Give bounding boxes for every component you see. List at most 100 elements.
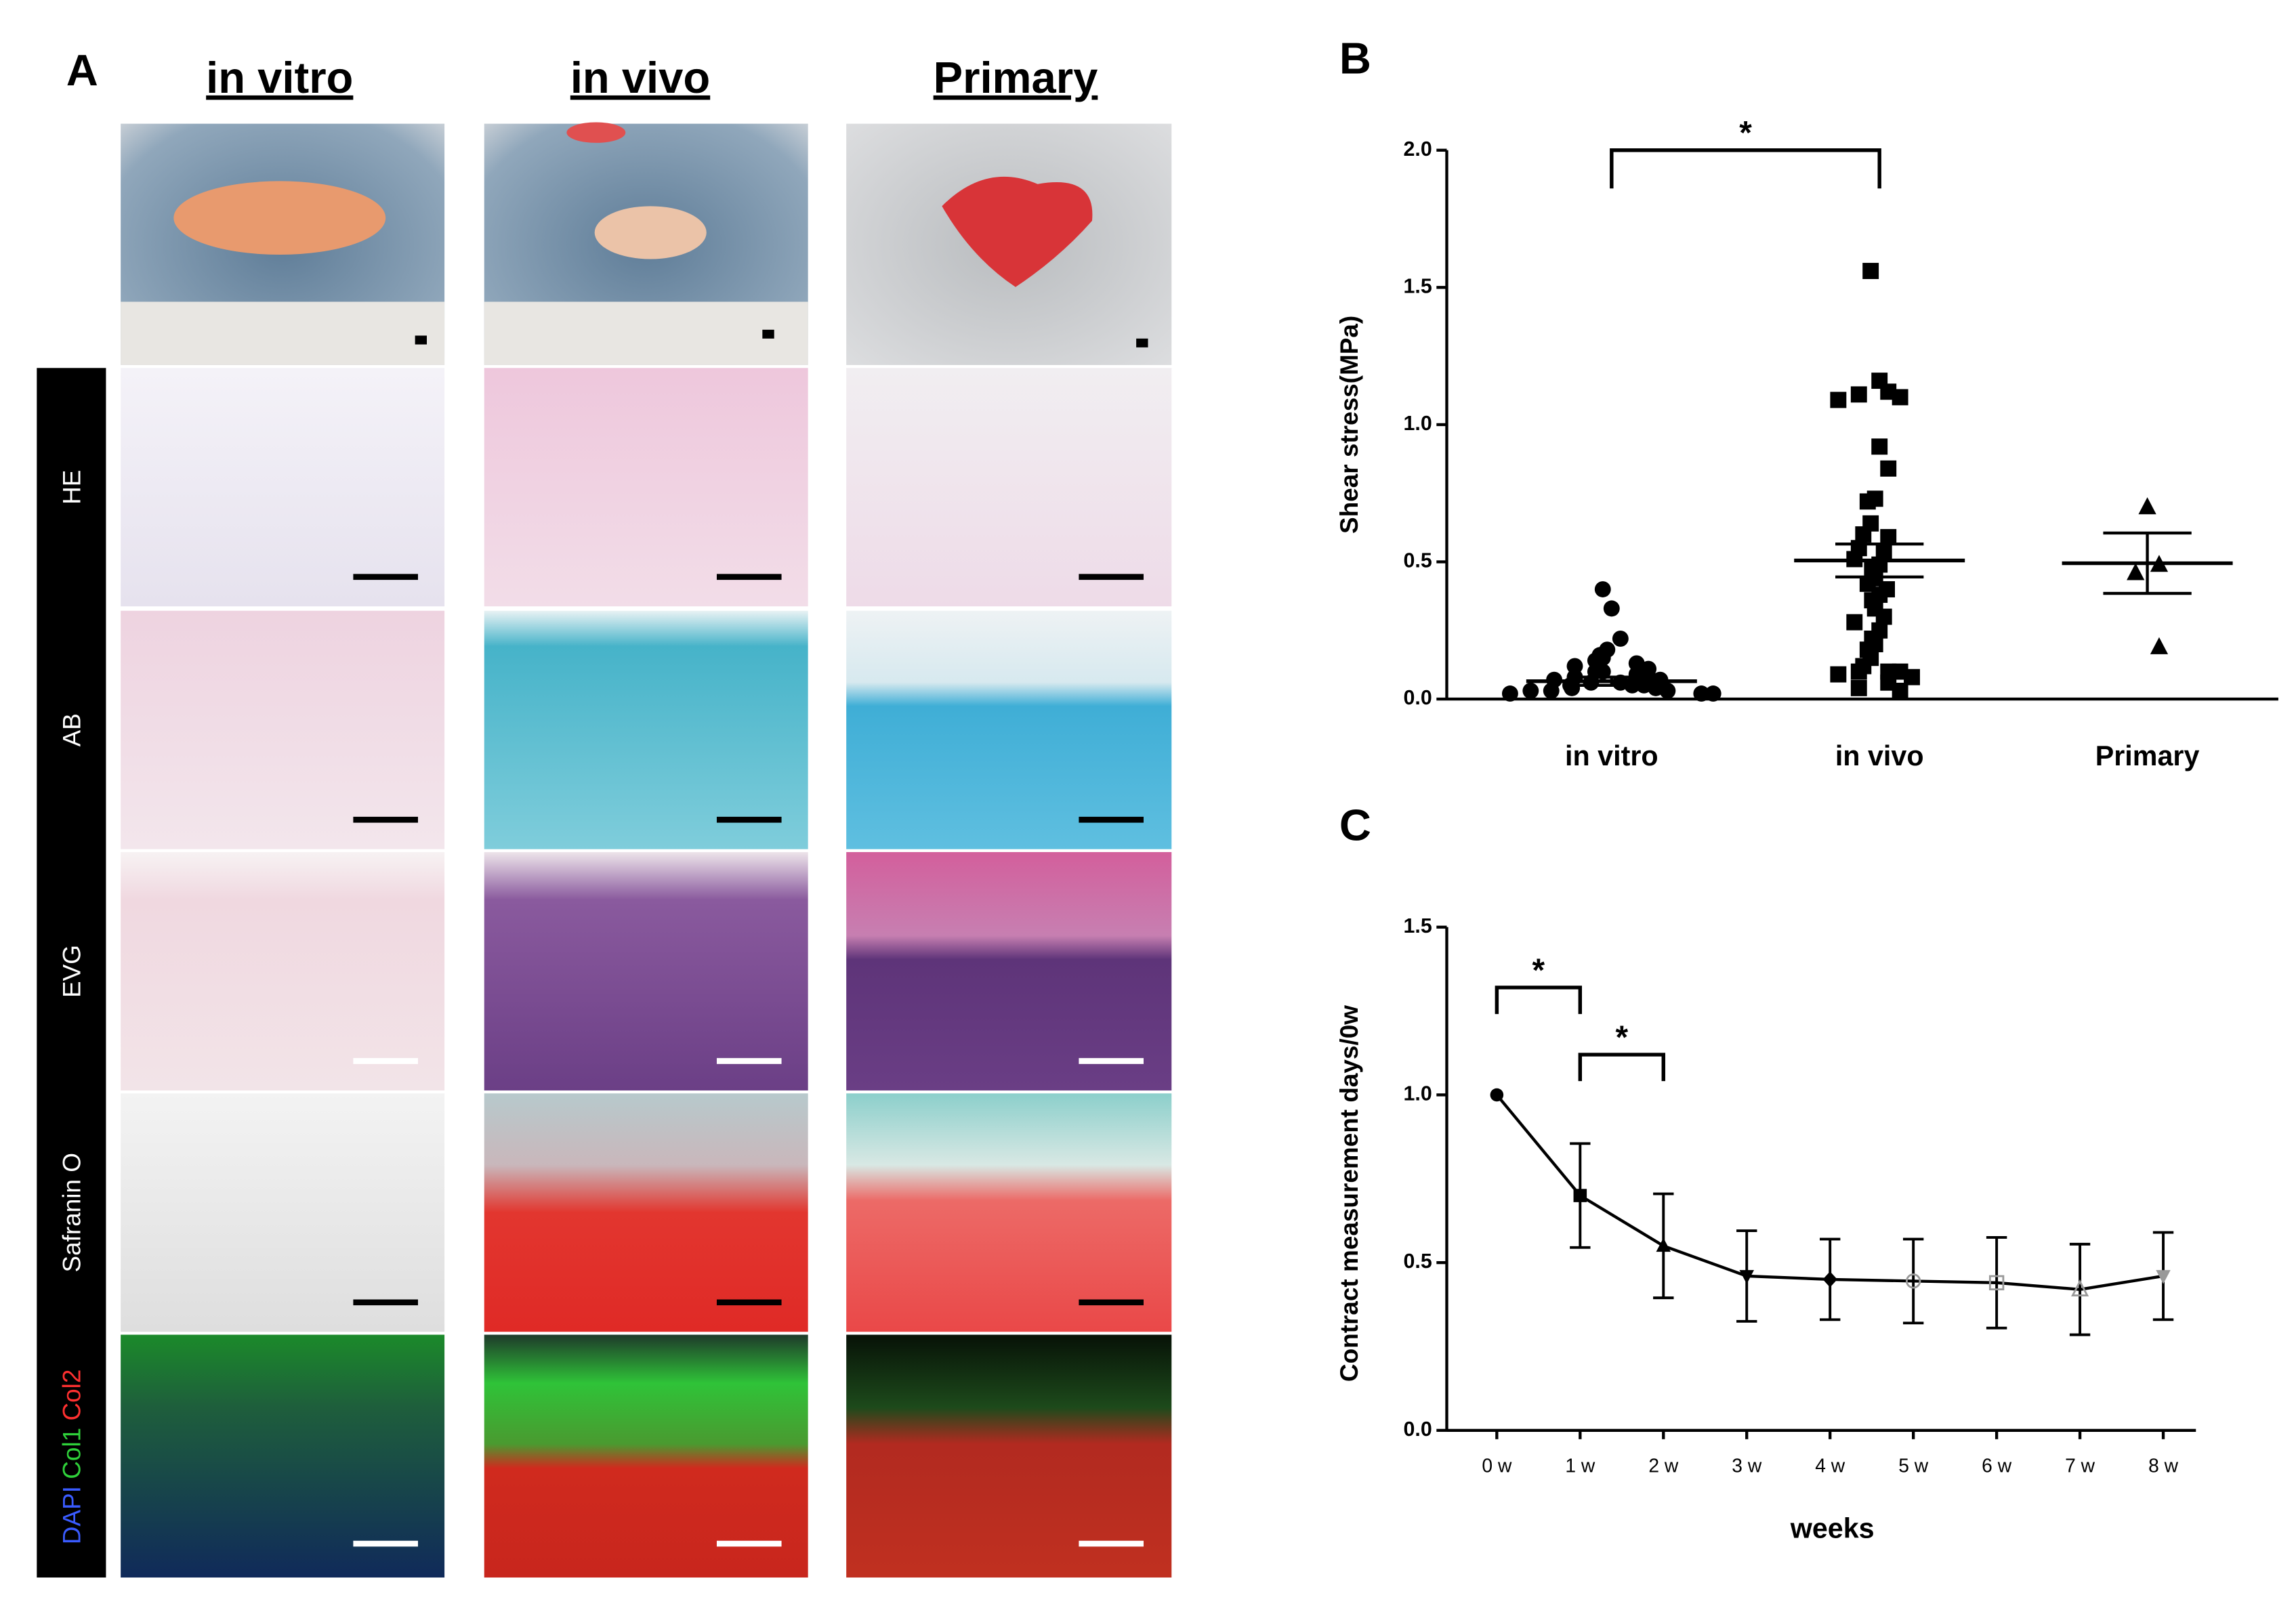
marker [1892, 682, 1908, 699]
if-col2: Col2 [58, 1370, 85, 1421]
x-tick-label: in vivo [1835, 740, 1924, 771]
if-dapi: DAPI [58, 1486, 85, 1544]
tissue [594, 206, 707, 259]
row-label: HE [58, 470, 85, 505]
marker [1739, 1270, 1755, 1284]
marker [1862, 263, 1879, 279]
marker [2138, 497, 2156, 515]
marker [2070, 1279, 2089, 1296]
marker [1904, 669, 1920, 685]
marker [1705, 685, 1721, 702]
marker [1603, 600, 1620, 617]
panel-label: B [1339, 34, 1371, 83]
marker [1871, 438, 1888, 455]
y-tick-label: 0.5 [1403, 1250, 1432, 1273]
charts: 0.0 0.5 1.0 1.5 2.0 Shear stress(MPa) in vitro… [1335, 116, 2278, 1544]
histology-image [484, 1334, 808, 1578]
error-bar [1567, 675, 1656, 687]
column-title: Primary [934, 53, 1098, 102]
tissue [942, 176, 1093, 287]
x-axis-label: weeks [1790, 1512, 1875, 1544]
row-label: AB [58, 713, 85, 746]
significance-label: * [1532, 953, 1545, 989]
scale-bar [1136, 338, 1148, 347]
marker [1522, 682, 1539, 699]
marker [1830, 391, 1847, 408]
panel-label: C [1339, 800, 1371, 849]
histology-image [846, 852, 1172, 1090]
y-tick-label: 0.5 [1403, 549, 1432, 572]
marker [1850, 386, 1867, 403]
scale-bar [415, 335, 427, 345]
y-axis-label: Contract measurement days/0w [1335, 1005, 1363, 1382]
y-tick-label: 1.5 [1403, 274, 1432, 297]
x-tick-label: 1 w [1565, 1455, 1595, 1477]
histology-image [121, 610, 445, 849]
x-tick-label: 5 w [1898, 1455, 1929, 1477]
x-tick-label: 7 w [2065, 1455, 2095, 1477]
marker [1905, 1273, 1921, 1289]
marker [1656, 1237, 1671, 1252]
ruler [484, 301, 808, 365]
marker [1830, 666, 1847, 683]
tissue [173, 181, 386, 255]
marker [1880, 460, 1897, 477]
histology-image [846, 1334, 1172, 1578]
column-titles: in vitro in vivo Primary [206, 53, 1098, 102]
significance-bracket [1578, 1053, 1666, 1082]
marker [1988, 1275, 2005, 1291]
significance-label: * [1739, 116, 1752, 152]
if-row-label: DAPI Col1 Col2 [58, 1370, 85, 1545]
row-label: Safranin O [58, 1153, 85, 1273]
panel-label: A [66, 45, 98, 95]
histology-image [484, 610, 808, 849]
x-tick-label: 0 w [1482, 1455, 1512, 1477]
row-label: EVG [58, 945, 85, 998]
column-title: in vitro [206, 53, 353, 102]
marker [1875, 608, 1892, 625]
error-bar [1835, 542, 1924, 578]
marker [1659, 682, 1676, 699]
ruler [121, 301, 445, 365]
x-tick-label: in vitro [1565, 740, 1658, 771]
marker [2127, 563, 2145, 580]
marker [1490, 1088, 1504, 1102]
x-tick-label: 4 w [1815, 1455, 1845, 1477]
tissue [566, 122, 626, 143]
marker [1822, 1271, 1837, 1288]
marker [1892, 389, 1908, 406]
error-bar [2103, 531, 2192, 595]
histology-image [121, 368, 445, 607]
marker [1855, 526, 1872, 543]
x-tick-label: 6 w [1982, 1455, 2012, 1477]
x-tick-label: 8 w [2148, 1455, 2179, 1477]
marker [1501, 685, 1518, 702]
if-col1: Col1 [58, 1428, 85, 1479]
histology-image [121, 1334, 445, 1578]
y-tick-label: 0.0 [1403, 1418, 1432, 1441]
y-tick-label: 1.5 [1403, 914, 1432, 937]
marker [1594, 581, 1611, 597]
marker [1850, 663, 1867, 680]
marker [1693, 685, 1710, 702]
scale-bar [762, 329, 774, 339]
row-labels: HE AB EVG Safranin O [58, 470, 85, 1273]
panel-a-histology [121, 368, 1172, 1578]
significance-bracket [1495, 986, 1583, 1015]
histology-image [846, 1093, 1172, 1332]
row-label-bar [37, 368, 106, 1578]
column-title: in vivo [570, 53, 710, 102]
y-tick-label: 1.0 [1403, 412, 1432, 435]
histology-image [121, 852, 445, 1090]
marker [1880, 529, 1897, 545]
marker [2150, 637, 2169, 654]
x-tick-label: Primary [2095, 740, 2200, 771]
histology-image [484, 368, 808, 607]
histology-image [484, 1093, 808, 1332]
x-tick-label: 3 w [1732, 1455, 1762, 1477]
y-tick-label: 1.0 [1403, 1082, 1432, 1105]
marker [1846, 614, 1863, 631]
histology-image [121, 1093, 445, 1332]
